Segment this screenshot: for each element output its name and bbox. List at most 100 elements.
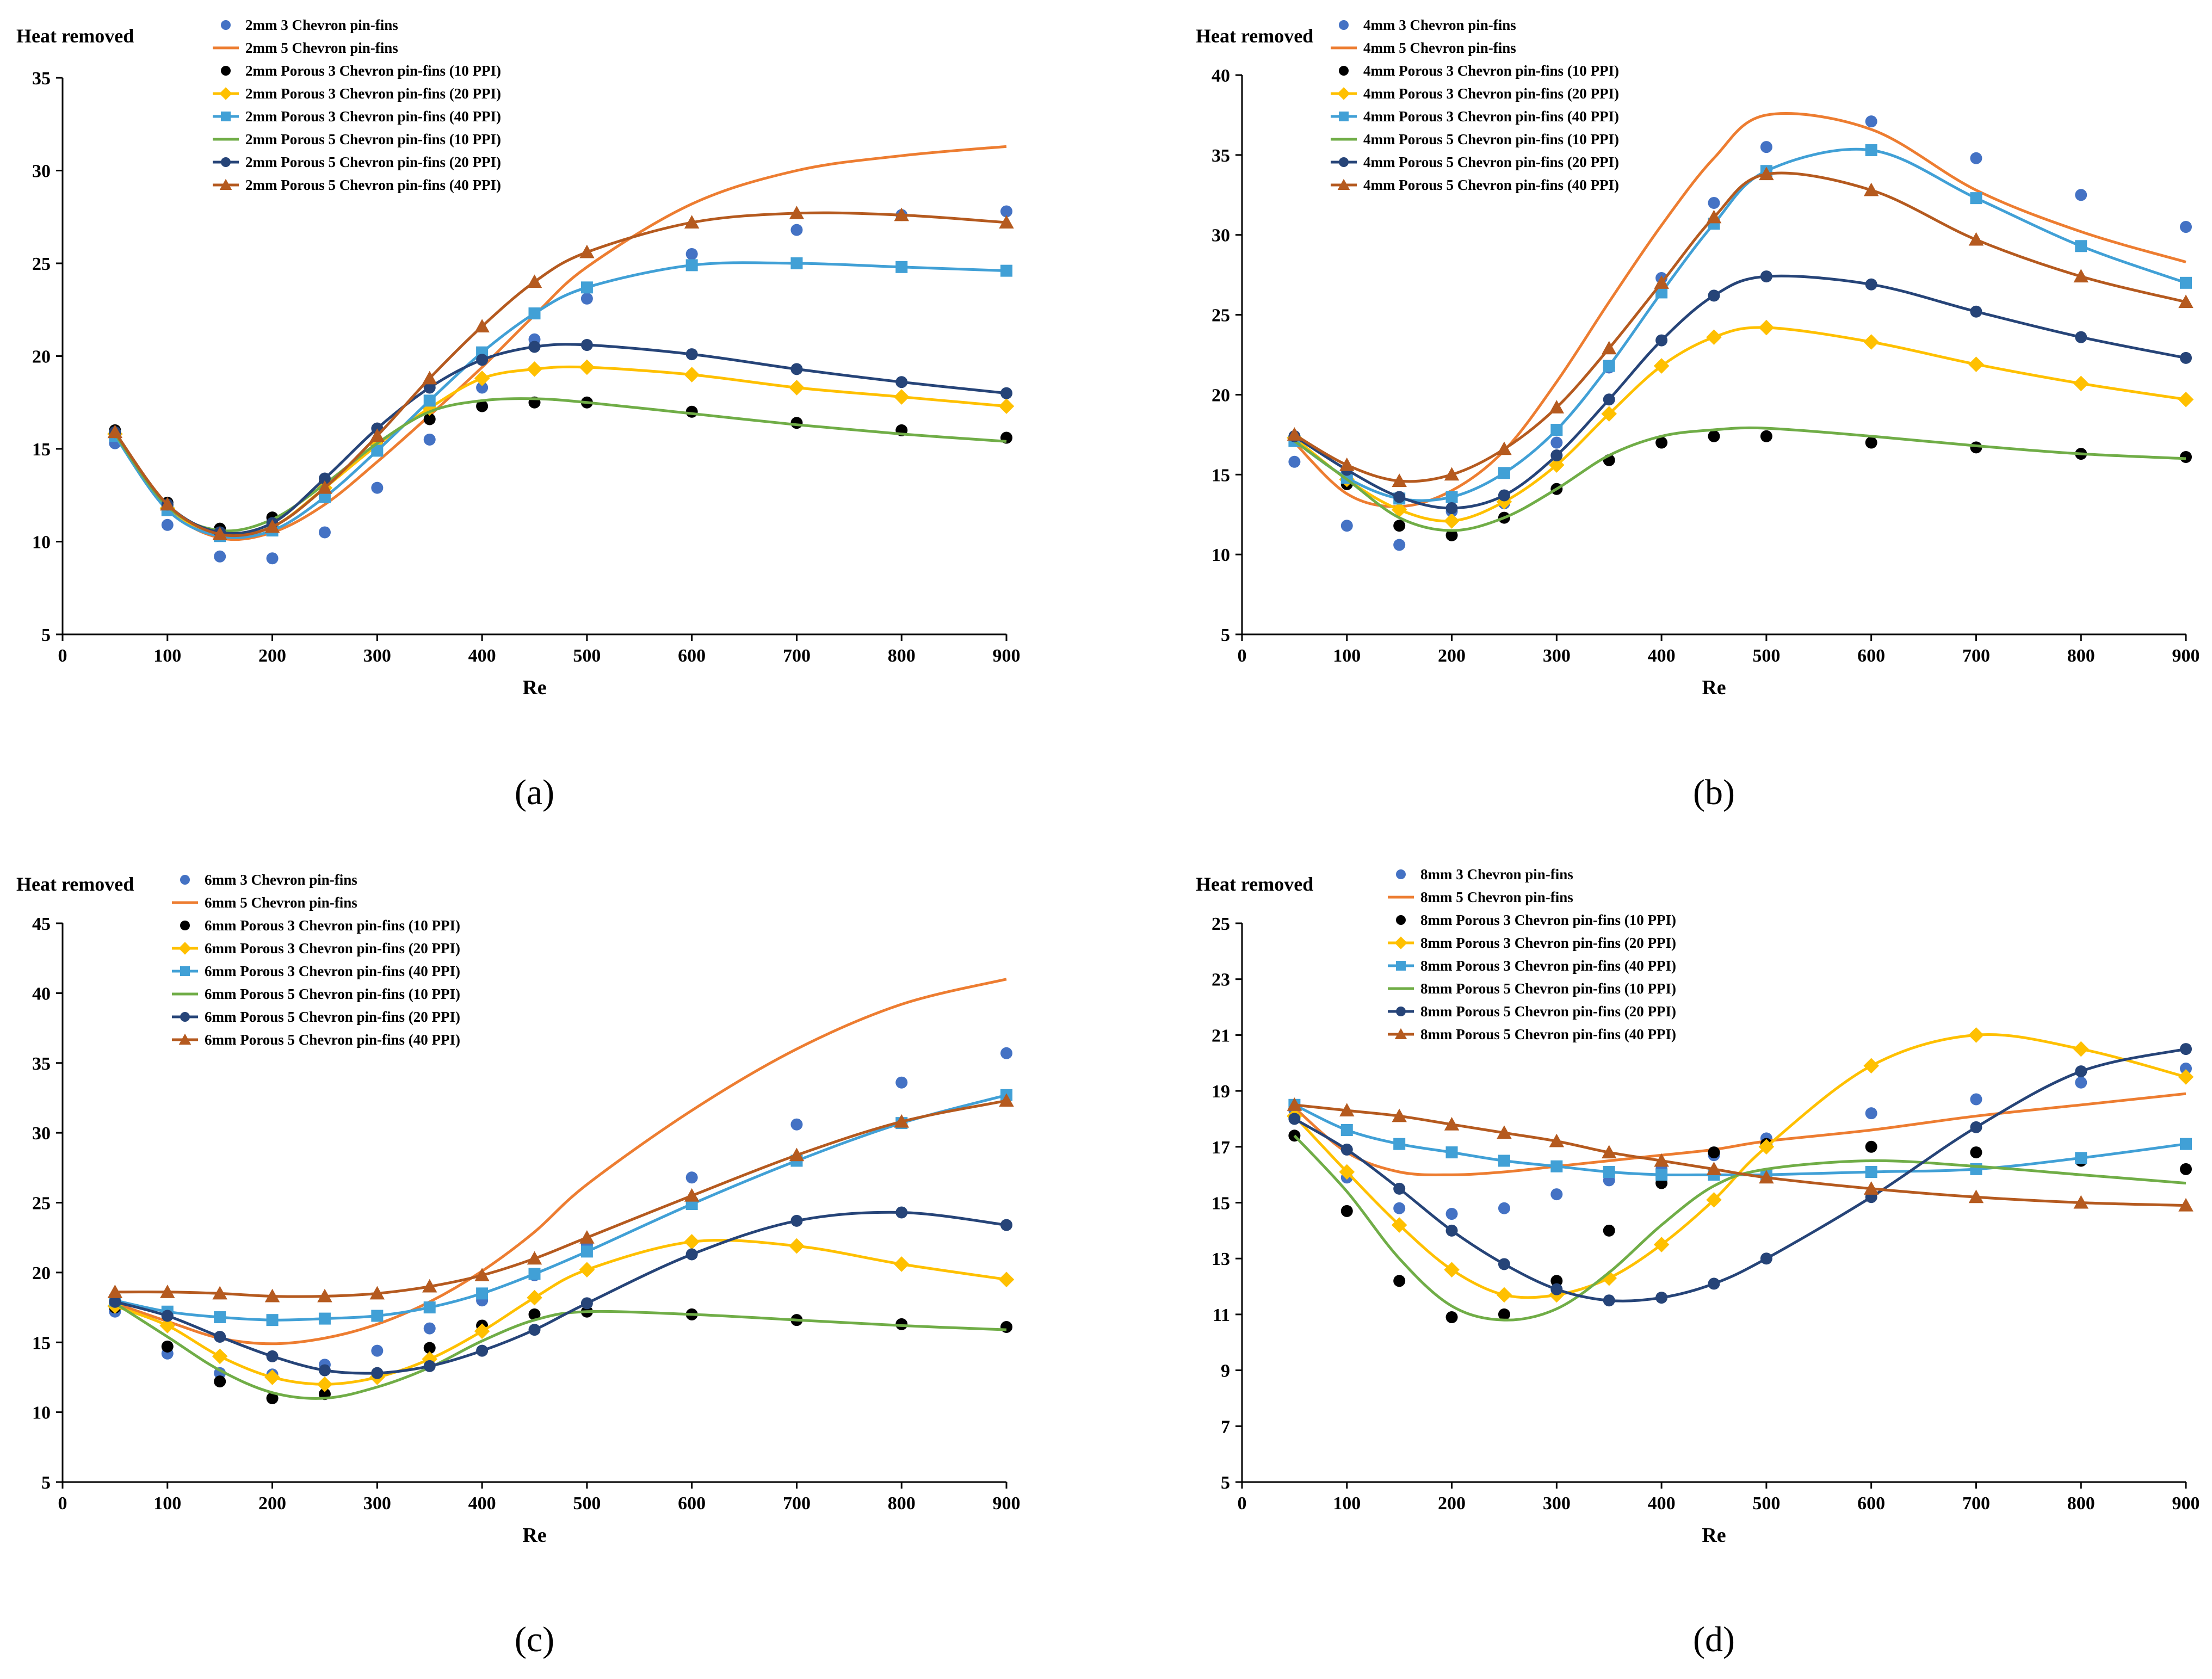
legend-label: 8mm Porous 3 Chevron pin-fins (20 PPI) (1420, 935, 1676, 951)
legend-swatch-marker (1396, 961, 1406, 971)
data-point (1601, 1145, 1617, 1159)
chart-panel-c: 5 10 15 20 25 30 35 40 45 0 100 200 300 400 500 600 700 8… (16, 872, 1021, 1659)
data-point (1970, 1146, 1982, 1159)
y-tick-label: 15 (1212, 1194, 1230, 1214)
data-point (1000, 1219, 1012, 1231)
data-point (1603, 393, 1615, 406)
data-point (1760, 270, 1772, 283)
legend-item: 2mm Porous 5 Chevron pin-fins (10 PPI) (213, 131, 501, 147)
y-tick-label: 10 (1212, 545, 1230, 565)
data-point (998, 398, 1015, 414)
legend-swatch-marker (180, 966, 190, 976)
x-axis-title: Re (1702, 1524, 1726, 1547)
data-point (2178, 1069, 2194, 1085)
data-point (1445, 502, 1458, 514)
series-line (114, 1094, 1007, 1322)
x-tick-label: 300 (363, 646, 391, 666)
data-point (1549, 400, 1565, 413)
data-point (580, 1245, 593, 1258)
data-point (161, 1340, 174, 1353)
legend-item: 4mm Porous 5 Chevron pin-fins (10 PPI) (1331, 131, 1619, 147)
data-point (2073, 1195, 2089, 1209)
data-point (2180, 221, 2192, 233)
data-point (528, 1324, 541, 1336)
series-line (114, 1211, 1007, 1375)
data-point (1391, 1217, 1407, 1233)
data-point (1393, 1182, 1406, 1195)
x-tick-label: 500 (1752, 1493, 1780, 1514)
data-point (1654, 1153, 1669, 1167)
data-point (371, 1310, 384, 1322)
data-point (684, 1234, 700, 1250)
data-point (1444, 467, 1460, 481)
y-axis-title: Heat removed (16, 25, 134, 47)
data-point (214, 1330, 226, 1343)
data-point (1445, 491, 1458, 503)
y-tick-label: 9 (1221, 1361, 1230, 1381)
data-point (1708, 1146, 1720, 1159)
legend-item: 6mm Porous 3 Chevron pin-fins (40 PPI) (172, 963, 460, 979)
y-tick-label: 25 (1212, 914, 1230, 934)
data-point (1970, 152, 1982, 164)
data-point (1000, 264, 1012, 277)
legend-label: 2mm Porous 5 Chevron pin-fins (20 PPI) (245, 154, 501, 170)
data-point (1653, 1237, 1670, 1252)
data-point (685, 259, 698, 271)
data-point (1550, 1283, 1563, 1295)
data-point (998, 1271, 1015, 1288)
legend-label: 6mm Porous 5 Chevron pin-fins (20 PPI) (205, 1009, 460, 1025)
series-line (1294, 1047, 2186, 1303)
data-point (107, 1285, 123, 1298)
data-point (685, 348, 698, 361)
data-point (109, 1295, 121, 1308)
data-point (318, 1312, 331, 1325)
y-tick-label: 35 (1212, 146, 1230, 166)
data-point (1863, 1181, 1879, 1195)
data-point (423, 1360, 436, 1372)
data-point (1392, 1108, 1407, 1122)
data-point (371, 1344, 384, 1357)
y-tick-label: 40 (32, 984, 51, 1004)
legend-label: 8mm Porous 5 Chevron pin-fins (40 PPI) (1420, 1026, 1676, 1042)
legend-label: 2mm 5 Chevron pin-fins (245, 40, 398, 56)
x-tick-label: 200 (258, 646, 286, 666)
data-point (422, 1279, 437, 1293)
x-tick-label: 600 (1857, 1493, 1885, 1514)
data-point (1445, 1208, 1458, 1220)
x-tick-label: 0 (58, 1493, 67, 1514)
legend-swatch-marker (178, 942, 191, 955)
data-point (423, 1301, 436, 1314)
legend-label: 8mm Porous 5 Chevron pin-fins (20 PPI) (1420, 1003, 1676, 1020)
data-point (423, 394, 436, 407)
x-axis-title: Re (1702, 676, 1726, 699)
legend-label: 8mm Porous 3 Chevron pin-fins (10 PPI) (1420, 912, 1676, 928)
data-point (266, 1350, 279, 1362)
legend-swatch-marker (180, 1012, 190, 1022)
x-tick-label: 900 (993, 1493, 1021, 1514)
data-point (527, 361, 542, 377)
data-point (1863, 1058, 1879, 1074)
data-point (212, 527, 227, 540)
data-point (580, 292, 593, 305)
series-line (1293, 426, 2186, 532)
legend-label: 6mm 5 Chevron pin-fins (205, 894, 357, 911)
y-tick-label: 5 (41, 1473, 51, 1493)
x-tick-label: 400 (468, 1493, 496, 1514)
data-point (1968, 232, 1984, 246)
legend-label: 2mm 3 Chevron pin-fins (245, 17, 398, 33)
data-point (474, 1268, 490, 1282)
data-point (1758, 319, 1775, 336)
legend-label: 2mm Porous 5 Chevron pin-fins (10 PPI) (245, 131, 501, 147)
data-point (2073, 269, 2089, 283)
series-line (114, 1302, 1007, 1400)
data-point (1708, 430, 1720, 442)
data-point (2073, 375, 2089, 392)
legend-label: 4mm Porous 3 Chevron pin-fins (40 PPI) (1363, 108, 1619, 125)
legend-swatch-marker (221, 157, 231, 167)
legend-item: 6mm Porous 5 Chevron pin-fins (20 PPI) (172, 1009, 460, 1025)
legend-swatch-marker (1337, 87, 1350, 100)
data-point (1706, 1162, 1722, 1175)
legend-label: 6mm Porous 5 Chevron pin-fins (10 PPI) (205, 986, 460, 1002)
data-point (1444, 1116, 1460, 1131)
data-point (1498, 1202, 1510, 1214)
